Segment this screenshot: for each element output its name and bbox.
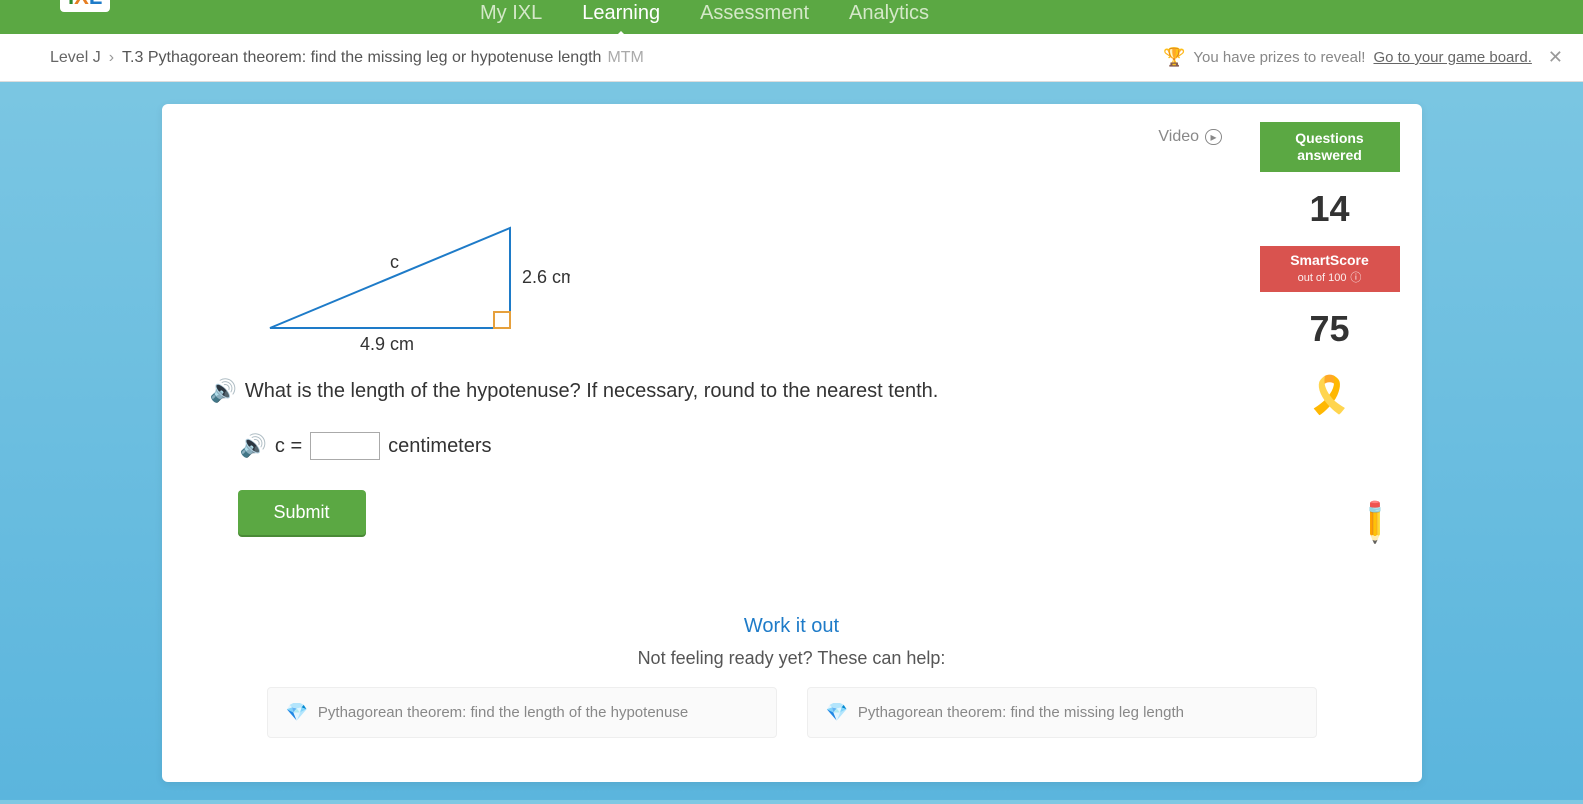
speaker-icon[interactable]: 🔊 xyxy=(210,378,237,404)
logo[interactable]: IXL xyxy=(60,0,110,12)
submit-button[interactable]: Submit xyxy=(238,490,366,535)
work-it-out-link[interactable]: Work it out xyxy=(210,615,1374,638)
triangle-svg: c 2.6 cm 4.9 cm xyxy=(250,198,570,358)
smartscore-header: SmartScoreout of 100 ⓘ xyxy=(1260,246,1400,292)
label-base: 4.9 cm xyxy=(360,334,414,354)
nav-assessment[interactable]: Assessment xyxy=(700,2,809,31)
question-card: Video ▸ Questionsanswered 14 SmartScoreo… xyxy=(162,104,1422,782)
top-nav-bar: IXL My IXL Learning Assessment Analytics xyxy=(0,0,1583,34)
score-panel: Questionsanswered 14 SmartScoreout of 10… xyxy=(1260,122,1400,416)
nav-analytics[interactable]: Analytics xyxy=(849,2,929,31)
questions-answered-header: Questionsanswered xyxy=(1260,122,1400,172)
label-c: c xyxy=(390,252,399,272)
gem-icon: 💎 xyxy=(286,702,308,723)
nav-learning[interactable]: Learning xyxy=(582,2,660,31)
questions-answered-value: 14 xyxy=(1260,172,1400,246)
breadcrumb-skill: T.3 Pythagorean theorem: find the missin… xyxy=(122,49,601,67)
smartscore-value: 75 xyxy=(1260,292,1400,366)
answer-var: c = xyxy=(275,435,302,458)
video-link[interactable]: Video ▸ xyxy=(1158,128,1221,146)
prize-text: You have prizes to reveal! xyxy=(1193,49,1365,66)
label-height: 2.6 cm xyxy=(522,267,570,287)
ribbon-icon: 🎗️ xyxy=(1260,366,1400,416)
breadcrumb-sep: › xyxy=(109,49,114,67)
question-text: What is the length of the hypotenuse? If… xyxy=(245,380,938,403)
prize-banner: 🏆 You have prizes to reveal! Go to your … xyxy=(1163,47,1563,68)
breadcrumb-code: MTM xyxy=(607,49,643,67)
answer-input[interactable] xyxy=(310,432,380,460)
speaker-icon-2[interactable]: 🔊 xyxy=(240,433,267,459)
prize-link[interactable]: Go to your game board. xyxy=(1373,49,1531,66)
help-card-hypotenuse[interactable]: 💎 Pythagorean theorem: find the length o… xyxy=(267,687,777,738)
trophy-icon: 🏆 xyxy=(1163,47,1185,68)
gem-icon: 💎 xyxy=(826,702,848,723)
breadcrumb: Level J › T.3 Pythagorean theorem: find … xyxy=(0,34,1583,82)
answer-unit: centimeters xyxy=(388,435,491,458)
help-card-leg[interactable]: 💎 Pythagorean theorem: find the missing … xyxy=(807,687,1317,738)
help-prompt: Not feeling ready yet? These can help: xyxy=(210,648,1374,669)
triangle-figure: c 2.6 cm 4.9 cm xyxy=(250,198,1374,358)
nav-my-ixl[interactable]: My IXL xyxy=(480,2,542,31)
close-icon[interactable]: ✕ xyxy=(1548,47,1563,68)
breadcrumb-level[interactable]: Level J xyxy=(50,49,101,67)
play-icon: ▸ xyxy=(1205,129,1221,145)
